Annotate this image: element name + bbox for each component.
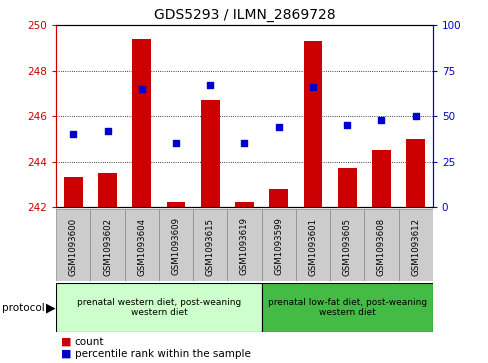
- Bar: [269, 189, 287, 207]
- Bar: [398, 209, 432, 281]
- Text: ■: ■: [61, 337, 71, 347]
- Text: GSM1093612: GSM1093612: [410, 217, 419, 276]
- Bar: [406, 139, 424, 207]
- Point: [308, 84, 316, 90]
- Bar: [132, 39, 151, 207]
- Bar: [337, 168, 356, 207]
- Text: GSM1093619: GSM1093619: [240, 217, 248, 276]
- Bar: [371, 150, 390, 207]
- Point: [138, 86, 145, 92]
- Point: [411, 113, 419, 119]
- Bar: [364, 209, 398, 281]
- Bar: [295, 209, 329, 281]
- Bar: [56, 283, 261, 332]
- Text: GSM1093608: GSM1093608: [376, 217, 385, 276]
- Text: GSM1093600: GSM1093600: [69, 217, 78, 276]
- Bar: [227, 209, 261, 281]
- Text: protocol: protocol: [2, 303, 45, 313]
- Text: GSM1093615: GSM1093615: [205, 217, 214, 276]
- Bar: [90, 209, 124, 281]
- Text: GSM1093601: GSM1093601: [308, 217, 317, 276]
- Point: [69, 131, 77, 137]
- Bar: [261, 209, 295, 281]
- Text: GSM1093602: GSM1093602: [103, 217, 112, 276]
- Bar: [201, 100, 219, 207]
- Bar: [329, 209, 364, 281]
- Bar: [303, 41, 322, 207]
- Bar: [261, 283, 432, 332]
- Bar: [56, 209, 90, 281]
- Text: prenatal low-fat diet, post-weaning
western diet: prenatal low-fat diet, post-weaning west…: [267, 298, 426, 317]
- Text: GSM1093605: GSM1093605: [342, 217, 351, 276]
- Text: GSM1093604: GSM1093604: [137, 217, 146, 276]
- Text: GSM1093599: GSM1093599: [274, 217, 283, 275]
- Bar: [193, 209, 227, 281]
- Point: [274, 124, 282, 130]
- Point: [377, 117, 385, 123]
- Point: [172, 140, 180, 146]
- Text: prenatal western diet, post-weaning
western diet: prenatal western diet, post-weaning west…: [77, 298, 241, 317]
- Point: [240, 140, 248, 146]
- Text: ▶: ▶: [45, 301, 55, 314]
- Bar: [159, 209, 193, 281]
- Bar: [235, 203, 253, 207]
- Text: GSM1093609: GSM1093609: [171, 217, 180, 276]
- Text: count: count: [75, 337, 104, 347]
- Bar: [64, 178, 82, 207]
- Bar: [98, 173, 117, 207]
- Point: [103, 128, 111, 134]
- Point: [206, 82, 214, 88]
- Bar: [166, 203, 185, 207]
- Title: GDS5293 / ILMN_2869728: GDS5293 / ILMN_2869728: [153, 8, 335, 22]
- Bar: [124, 209, 159, 281]
- Text: percentile rank within the sample: percentile rank within the sample: [75, 349, 250, 359]
- Point: [343, 122, 350, 128]
- Text: ■: ■: [61, 349, 71, 359]
